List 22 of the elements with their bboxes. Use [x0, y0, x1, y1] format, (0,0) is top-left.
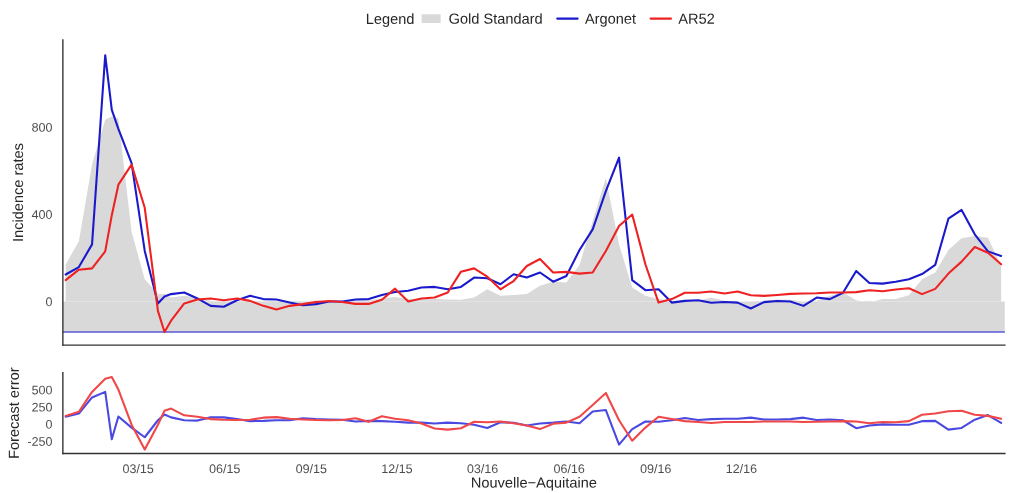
y-tick-label: 400: [31, 210, 52, 219]
y-axis-title: Forecast error: [8, 367, 19, 458]
x-tick-label: 06/15: [209, 463, 240, 474]
x-tick-label: 06/16: [554, 463, 585, 474]
x-tick-label: 12/16: [726, 463, 757, 474]
legend-label: Gold Standard: [449, 13, 542, 24]
legend-label: Argonet: [584, 13, 636, 27]
legend-label: AR52: [678, 13, 715, 24]
y-axis-title: Incidence rates: [12, 143, 24, 241]
x-tick-label: 03/16: [467, 463, 498, 474]
x-tick-label: 09/16: [640, 463, 671, 474]
y-tick-label: -250: [27, 437, 52, 446]
x-tick-label: 12/15: [382, 463, 413, 474]
y-tick-label: 0: [45, 297, 52, 307]
y-tick-label: 800: [32, 122, 52, 132]
y-tick-label: 250: [32, 402, 52, 412]
legend-title: Legend: [366, 13, 414, 27]
x-tick-label: 03/15: [123, 463, 154, 474]
y-tick-label: 500: [32, 385, 52, 395]
y-tick-label: 0: [45, 419, 52, 429]
x-axis-title: Nouvelle−Aquitaine: [472, 477, 597, 491]
x-tick-label: 09/15: [296, 463, 327, 474]
